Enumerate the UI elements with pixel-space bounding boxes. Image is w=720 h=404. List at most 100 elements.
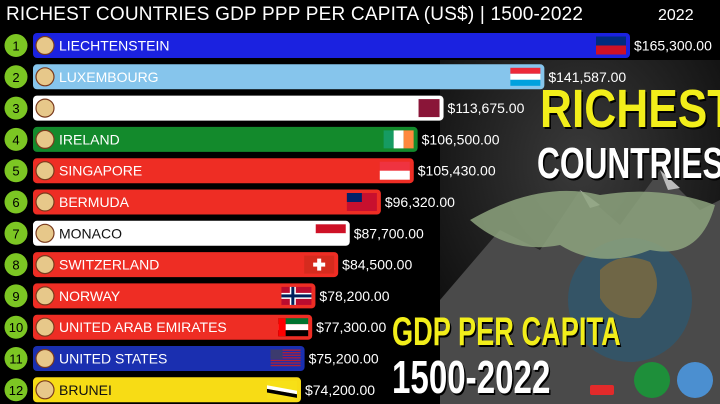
rank-label: 10 (9, 320, 23, 335)
qatar-flag (409, 99, 440, 118)
value-label: $75,200.00 (309, 351, 379, 367)
flag-part (270, 362, 301, 364)
value-label: $106,500.00 (422, 131, 500, 147)
flag-part (270, 357, 301, 359)
coat-of-arms-icon (35, 129, 55, 149)
un-logo-icon (677, 362, 713, 398)
money-map-icon (470, 190, 715, 259)
singapore-flag (379, 161, 410, 180)
value-label: $87,700.00 (354, 225, 424, 241)
country-label: UNITED STATES (59, 351, 167, 367)
rank-badge (4, 65, 28, 89)
value-label: $96,320.00 (385, 194, 455, 210)
bar (33, 189, 381, 215)
value-label: $165,300.00 (634, 38, 712, 54)
value-label: $78,200.00 (319, 288, 389, 304)
country-label: UNITED ARAB EMIRATES (59, 319, 227, 335)
rank-badge (4, 34, 28, 57)
flag-part (281, 294, 312, 298)
country-label: MONACO (59, 225, 122, 241)
bar (33, 314, 313, 340)
bar (33, 220, 350, 246)
coat-of-arms-icon (35, 192, 55, 212)
country-label: SINGAPORE (59, 163, 142, 179)
country-label: BRUNEI (59, 382, 112, 398)
flag-part (315, 233, 346, 243)
subscribe-logo-icon (634, 362, 670, 398)
flag-part (270, 349, 301, 351)
rank-label: 9 (12, 289, 19, 304)
flag-part (596, 36, 626, 46)
bar (33, 64, 545, 90)
bar (33, 95, 444, 121)
rank-label: 8 (12, 258, 19, 273)
coat-of-arms-icon (35, 98, 55, 118)
rank-badge (4, 221, 28, 245)
bar (33, 158, 414, 184)
rank-label: 5 (12, 164, 19, 179)
rank-label: 1 (12, 39, 19, 54)
flag-part (383, 130, 394, 149)
rank-label: 3 (12, 101, 19, 116)
coat-of-arms-icon (35, 67, 55, 87)
usa-flag (270, 349, 301, 367)
flag-part (313, 262, 326, 267)
rank-badge (4, 159, 28, 183)
rank-badge (4, 127, 28, 151)
rank-badge (4, 347, 28, 370)
flag-part (266, 388, 297, 398)
flag-part (409, 99, 419, 118)
uae-flag (278, 318, 309, 337)
flag-part (379, 170, 410, 180)
flag-part (270, 364, 301, 367)
coat-of-arms-icon (35, 161, 55, 181)
flag-part (596, 45, 626, 55)
subscribe-badge-icon (590, 385, 614, 395)
country-label: IRELAND (59, 131, 120, 147)
value-label: $77,300.00 (316, 319, 386, 335)
year-label: 2022 (658, 7, 694, 24)
country-label: BERMUDA (59, 194, 130, 210)
bar (33, 283, 316, 309)
value-label: $113,675.00 (448, 100, 525, 116)
rank-badge (4, 315, 28, 339)
flag-part (278, 318, 286, 337)
country-label: QATAR (59, 100, 105, 116)
flag-part (266, 385, 297, 395)
country-label: SWITZERLAND (59, 257, 159, 273)
chart-title: RICHEST COUNTRIES GDP PPP PER CAPITA (US… (6, 4, 584, 25)
ireland-flag (383, 130, 414, 149)
value-label: $74,200.00 (305, 382, 375, 398)
flag-part (270, 354, 301, 356)
rank-label: 11 (9, 352, 23, 367)
flag-part (270, 349, 283, 360)
coat-of-arms-icon (35, 380, 55, 400)
promo-line-richest: RICHEST (540, 79, 720, 139)
bar (33, 252, 339, 278)
promo-line-countries: COUNTRIES (537, 139, 720, 188)
switzerland-flag (304, 255, 335, 274)
rank-label: 2 (12, 70, 19, 85)
rank-badge (4, 253, 28, 277)
luxembourg-flag (510, 67, 541, 86)
liechtenstein-flag (596, 36, 626, 55)
country-label: NORWAY (59, 288, 121, 304)
flag-part (278, 318, 309, 325)
coat-of-arms-icon (35, 286, 55, 306)
flag-part (270, 359, 301, 362)
rank-label: 7 (12, 226, 19, 241)
flag-part (510, 67, 541, 74)
promo-line-gdp-per-capita: GDP PER CAPITA (392, 310, 621, 354)
value-label: $105,430.00 (418, 163, 496, 179)
bar (33, 346, 305, 371)
flag-part (278, 324, 309, 331)
rank-badge (4, 284, 28, 308)
promo-line-years: 1500-2022 (392, 351, 551, 403)
rank-label: 4 (12, 132, 19, 147)
bar (33, 126, 418, 152)
rank-label: 6 (12, 195, 19, 210)
flag-part (270, 352, 301, 354)
rank-badge (4, 378, 28, 402)
